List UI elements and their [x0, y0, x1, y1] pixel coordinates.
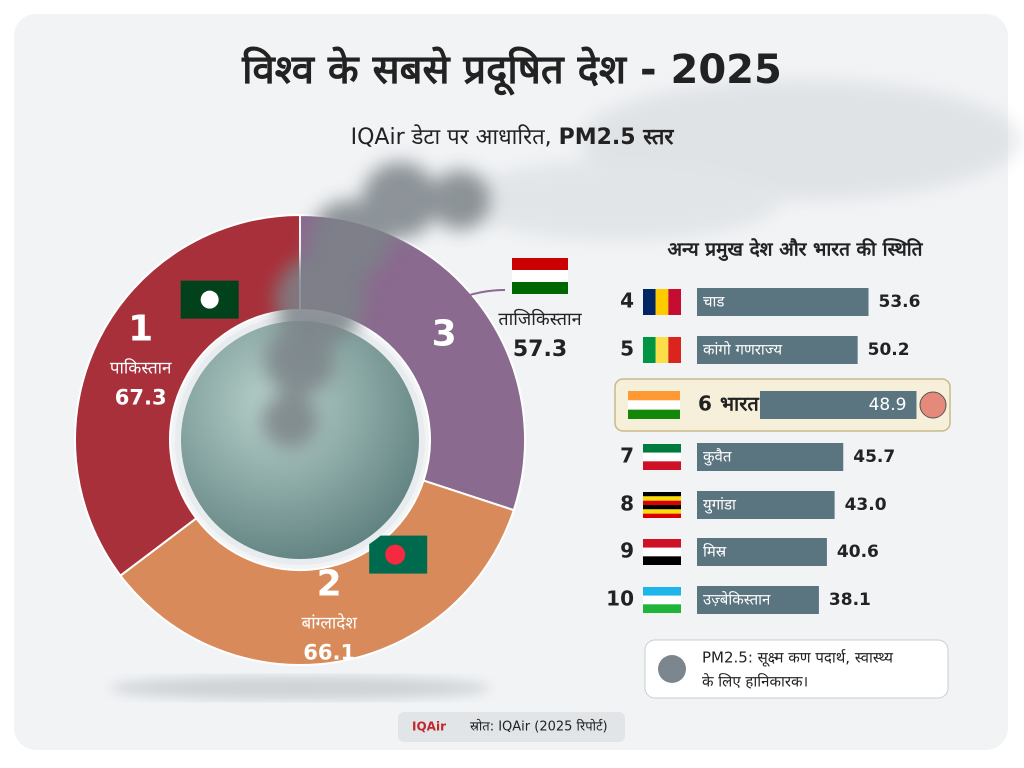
haze: [460, 80, 1020, 240]
flag-stripe: [668, 337, 681, 363]
note: के लिए हानिकारक।: [702, 673, 808, 691]
flag-stripe: [643, 500, 681, 505]
rank: 4: [620, 289, 634, 313]
flag-stripe: [643, 505, 681, 510]
slice-label: पाकिस्तान: [110, 358, 172, 379]
value-label: 53.6: [879, 292, 921, 312]
shadow: [110, 676, 490, 700]
rank: 2: [317, 564, 342, 605]
subtitle-part: PM2.5 स्तर: [559, 125, 675, 150]
bar: [697, 336, 858, 364]
smoke-puff: [430, 170, 490, 230]
rank: 5: [620, 337, 634, 361]
smoke-puff: [265, 325, 335, 395]
slice-label: ताजिकिस्तान: [498, 308, 582, 330]
flag-stripe: [643, 587, 681, 596]
flag-stripe: [668, 289, 681, 315]
rank: 6: [698, 392, 712, 416]
value-label: 45.7: [853, 447, 895, 467]
flag-stripe: [643, 444, 681, 453]
rank: 9: [620, 539, 634, 563]
slice-value: 67.3: [115, 386, 167, 410]
flag-stripe: [643, 604, 681, 613]
footer-box: [398, 712, 625, 742]
rank: 7: [620, 444, 634, 468]
flag-stripe: [643, 547, 681, 557]
flag-stripe: [655, 337, 669, 363]
value-label: 50.2: [868, 340, 910, 360]
flag-stripe: [628, 400, 680, 410]
category: उज़्बेकिस्तान: [703, 591, 771, 609]
slice-value: 66.1: [303, 641, 355, 665]
value-label: 40.6: [837, 542, 879, 562]
flag-stripe: [643, 492, 681, 497]
bar: [697, 586, 819, 614]
flag-stripe: [512, 258, 568, 270]
flag-stripe: [643, 289, 656, 315]
particle-icon: [658, 655, 686, 683]
subtitle-part: IQAir डेटा पर आधारित,: [351, 124, 552, 150]
donut-slice: [74, 213, 301, 577]
flag-stripe: [643, 513, 681, 518]
flag-stripe: [512, 270, 568, 282]
bar: [760, 391, 917, 419]
category: कांगो गणराज्य: [703, 341, 782, 359]
category: चाड: [703, 293, 725, 311]
slice-value: 57.3: [513, 337, 567, 362]
flag-stripe: [643, 556, 681, 565]
flag-stripe: [643, 539, 681, 548]
smoke-puff: [362, 162, 438, 238]
rank: 10: [606, 587, 634, 611]
flag-stripe: [643, 509, 681, 514]
value-label: 38.1: [829, 590, 871, 610]
smoke: [262, 162, 490, 448]
donut-chart: 3 ताजिकिस्तान 57.3 2 बांग्लादेश 66.1 1 पाकिस्ता…: [74, 162, 583, 666]
category: कुवैत: [703, 448, 732, 467]
smoke-puff: [262, 392, 318, 448]
flag-stripe: [643, 452, 681, 462]
flag-stripe: [628, 409, 680, 419]
mask-icon: [919, 391, 947, 419]
bar: [697, 288, 869, 316]
note: PM2.5: सूक्ष्म कण पदार्थ, स्वास्थ्य: [702, 649, 893, 668]
slice-label: बांग्लादेश: [301, 613, 357, 634]
category: युगांडा: [703, 496, 737, 515]
rank: 8: [620, 492, 634, 516]
bar: [697, 491, 835, 519]
bar-chart: अन्य प्रमुख देश और भारत की स्थिति 4 चाड 53.…: [606, 238, 951, 614]
category: भारत: [720, 392, 760, 416]
value-label: 48.9: [869, 395, 907, 415]
rank: 3: [432, 314, 457, 355]
flag-stripe: [643, 337, 656, 363]
footer-logo: IQAir: [412, 720, 446, 734]
flag-stripe: [643, 461, 681, 470]
subtitle: IQAir डेटा पर आधारित, PM2.5 स्तर: [351, 124, 675, 150]
category: मिस्र: [703, 543, 727, 561]
title: विश्व के सबसे प्रदूषित देश - 2025: [241, 46, 782, 96]
flag-disc: [385, 544, 406, 565]
flag-moon: [200, 290, 219, 309]
flag-stripe: [512, 282, 568, 294]
flag-stripe: [655, 289, 669, 315]
arrow: [454, 289, 506, 301]
flag-stripe: [628, 391, 680, 401]
bar: [697, 443, 844, 471]
bar-chart-title: अन्य प्रमुख देश और भारत की स्थिति: [668, 238, 924, 262]
note-box: [644, 639, 949, 699]
bar: [697, 538, 827, 566]
donut-slice: [119, 479, 516, 666]
flag-stripe: [643, 496, 681, 501]
rank: 1: [128, 309, 153, 350]
flag-stripe: [643, 595, 681, 605]
value-label: 43.0: [845, 495, 887, 515]
footer-source: स्रोत: IQAir (2025 रिपोर्ट): [470, 719, 608, 735]
